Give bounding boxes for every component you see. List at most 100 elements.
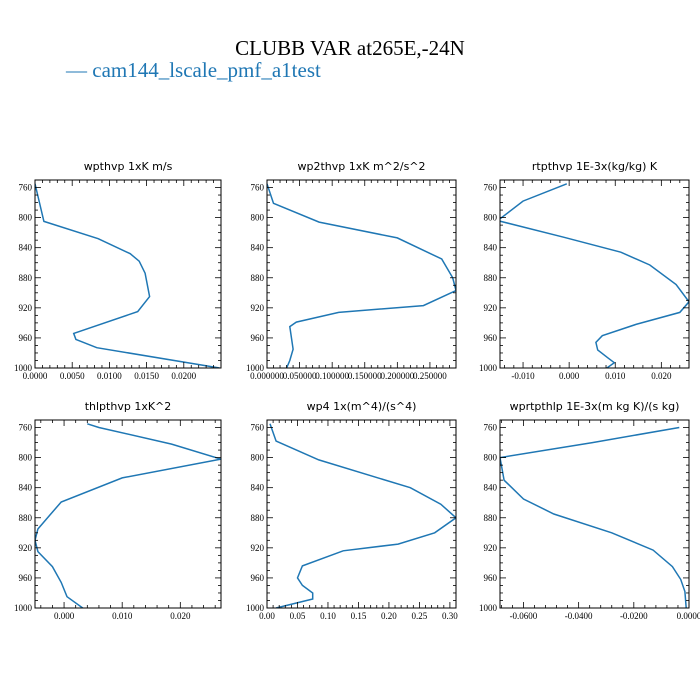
panel-6: wprtpthlp 1E-3x(m kg K)/(s kg) 760 800 840 8… (479, 400, 700, 621)
y-tick-label: 960 (484, 333, 498, 343)
x-tick-label: 0.000 (54, 611, 75, 621)
y-tick-label: 960 (484, 573, 498, 583)
plot-frame (266, 419, 457, 609)
x-tick-label: 0.20 (381, 611, 397, 621)
x-tick-label: 0.25 (412, 611, 428, 621)
y-tick-label: 920 (484, 303, 498, 313)
y-tick-label: 800 (251, 453, 265, 463)
panel-1: wpthvp 1xK m/s76080084088092096010000.00… (14, 160, 222, 381)
panel-title: wpthvp 1xK m/s (84, 160, 173, 173)
y-tick-label: 920 (251, 543, 265, 553)
x-tick-label: 0.05 (290, 611, 306, 621)
x-tick-label: -0.0600 (510, 611, 538, 621)
y-tick-label: 1000 (246, 363, 265, 373)
x-tick-label: 0.010 (605, 371, 626, 381)
y-tick-label: 760 (19, 423, 33, 433)
plot-frame (34, 419, 222, 609)
x-tick-label: 0.30 (442, 611, 458, 621)
y-tick-label: 1000 (14, 603, 33, 613)
y-tick-label: 800 (484, 213, 498, 223)
x-tick-label: 0.0150 (134, 371, 159, 381)
plot-frame (34, 179, 222, 369)
panel-3: rtpthvp 1E-3x(kg/kg) K 760 800 840 880 920 960… (479, 160, 690, 381)
panel-4: thlpthvp 1xK^2 760 800 840 880 920 960 1000 0.00… (14, 400, 222, 621)
x-tick-label: 0.100000 (315, 371, 349, 381)
y-tick-label: 760 (251, 183, 265, 193)
x-tick-label: -0.0400 (565, 611, 593, 621)
series-line (35, 183, 220, 368)
x-tick-label: 0.250000 (413, 371, 447, 381)
panel-title: wp4 1x(m^4)/(s^4) (307, 400, 417, 413)
series-line (269, 423, 456, 608)
y-tick-label: 840 (251, 483, 265, 493)
series-line (35, 423, 221, 608)
y-tick-label: 760 (484, 423, 498, 433)
panel-5: wp4 1x(m^4)/(s^4)76080084088092096010000… (246, 400, 458, 621)
panel-title: rtpthvp 1E-3x(kg/kg) K (532, 160, 658, 173)
y-tick-label: 800 (484, 453, 498, 463)
x-tick-label: 0.010 (112, 611, 133, 621)
y-tick-label: 880 (251, 513, 265, 523)
x-tick-label: 0.200000 (380, 371, 414, 381)
x-tick-label: 0.0050 (60, 371, 85, 381)
y-tick-label: 960 (19, 573, 33, 583)
y-tick-label: 1000 (14, 363, 33, 373)
y-tick-label: 920 (19, 543, 33, 553)
y-tick-label: 1000 (479, 603, 498, 613)
x-tick-label: -0.010 (511, 371, 535, 381)
y-tick-label: 840 (19, 483, 33, 493)
y-tick-label: 880 (484, 513, 498, 523)
panel-title: wp2thvp 1xK m^2/s^2 (297, 160, 425, 173)
panel-title: wprtpthlp 1E-3x(m kg K)/(s kg) (510, 400, 680, 413)
x-tick-label: 0.0100 (97, 371, 122, 381)
y-tick-label: 800 (251, 213, 265, 223)
x-tick-label: 0.020 (651, 371, 672, 381)
y-tick-label: 1000 (479, 363, 498, 373)
y-tick-label: 920 (19, 303, 33, 313)
legend-line-marker: — (66, 58, 87, 82)
y-tick-label: 800 (19, 453, 33, 463)
y-tick-label: 880 (251, 273, 265, 283)
y-tick-label: 840 (19, 243, 33, 253)
y-tick-label: 840 (484, 243, 498, 253)
y-tick-label: 840 (251, 243, 265, 253)
y-tick-label: 840 (484, 483, 498, 493)
x-tick-label: 0.050000 (283, 371, 317, 381)
plot-frame (266, 179, 457, 369)
x-tick-label: 0.0000 (23, 371, 48, 381)
legend: — cam144_lscale_pmf_a1test (66, 58, 321, 83)
y-tick-label: 760 (484, 183, 498, 193)
x-tick-label: 0.10 (320, 611, 336, 621)
y-tick-label: 920 (251, 303, 265, 313)
plot-frame (499, 179, 690, 369)
series-line (267, 183, 456, 368)
series-line (500, 183, 689, 368)
y-tick-label: 760 (19, 183, 33, 193)
x-tick-label: 0.150000 (348, 371, 382, 381)
plot-frame (499, 419, 690, 609)
legend-series-label: cam144_lscale_pmf_a1test (92, 58, 321, 82)
x-tick-label: 0.0000 (677, 611, 700, 621)
y-tick-label: 880 (19, 513, 33, 523)
y-tick-label: 800 (19, 213, 33, 223)
y-tick-label: 760 (251, 423, 265, 433)
y-tick-label: 960 (251, 573, 265, 583)
x-tick-label: 0.020 (170, 611, 191, 621)
y-tick-label: 960 (251, 333, 265, 343)
figure-title: CLUBB VAR at265E,-24N (235, 36, 465, 60)
panel-2: wp2thvp 1xK m^2/s^2 760 800 840 880 920 960 100… (246, 160, 457, 381)
x-tick-label: 0.00 (259, 611, 275, 621)
y-tick-label: 920 (484, 543, 498, 553)
x-tick-label: -0.0200 (620, 611, 648, 621)
y-tick-label: 880 (484, 273, 498, 283)
series-line (500, 426, 687, 608)
y-tick-label: 1000 (246, 603, 265, 613)
x-tick-label: 0.0200 (171, 371, 196, 381)
y-tick-label: 960 (19, 333, 33, 343)
x-tick-label: 0.15 (351, 611, 367, 621)
x-tick-label: 0.000 (559, 371, 580, 381)
panel-title: thlpthvp 1xK^2 (85, 400, 172, 413)
y-tick-label: 880 (19, 273, 33, 283)
x-tick-label: 0.000000 (250, 371, 284, 381)
